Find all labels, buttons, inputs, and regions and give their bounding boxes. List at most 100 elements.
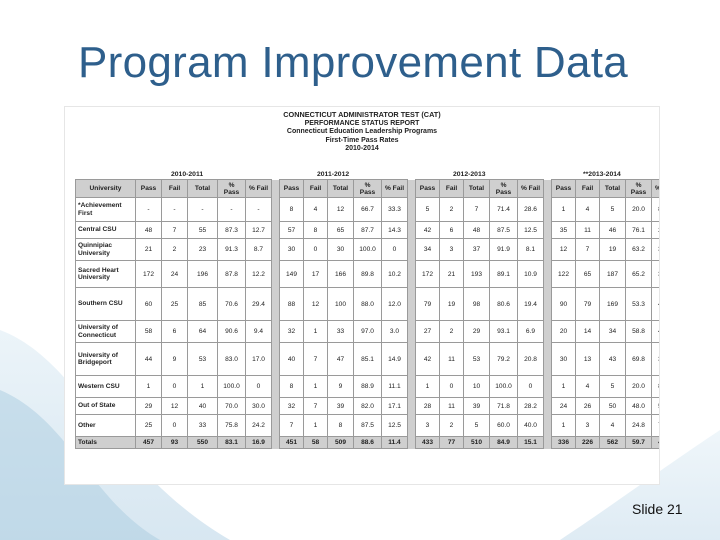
value-cell: 12 — [161, 397, 188, 415]
value-cell: 11 — [575, 221, 600, 239]
value-cell: 36.8 — [651, 238, 659, 261]
value-cell: 12 — [303, 287, 328, 321]
value-cell: 59.7 — [625, 436, 652, 449]
value-cell: 87.8 — [217, 260, 246, 288]
value-cell: 88.9 — [353, 375, 382, 398]
value-cell: 2 — [439, 320, 464, 343]
value-cell: 46.7 — [651, 287, 659, 321]
value-cell: 9 — [327, 375, 354, 398]
value-cell: 15.1 — [517, 436, 544, 449]
value-cell: 12.7 — [245, 221, 272, 239]
value-cell: 9 — [161, 342, 188, 376]
year-separator — [407, 238, 416, 261]
value-cell: 89.1 — [489, 260, 518, 288]
year-separator — [407, 197, 416, 222]
value-cell: 0 — [161, 414, 188, 437]
value-cell: 1 — [551, 197, 576, 222]
value-cell: 14 — [575, 320, 600, 343]
value-cell: 2 — [439, 414, 464, 437]
value-cell: 42 — [415, 221, 440, 239]
value-cell: 0 — [161, 375, 188, 398]
column-header: Pass — [279, 179, 304, 198]
year-separator — [407, 179, 416, 198]
value-cell: 510 — [463, 436, 490, 449]
university-cell: Totals — [75, 436, 136, 449]
value-cell: 7 — [463, 197, 490, 222]
value-cell: - — [217, 197, 246, 222]
value-cell: 88 — [279, 287, 304, 321]
year-separator — [407, 436, 416, 449]
value-cell: 88.0 — [353, 287, 382, 321]
table-body: University Pass Fail Total% Pass% Fail Pass F… — [75, 179, 659, 449]
value-cell: 69.8 — [625, 342, 652, 376]
value-cell: 5 — [463, 414, 490, 437]
year-separator — [271, 179, 280, 198]
value-cell: 30 — [279, 238, 304, 261]
university-cell: Western CSU — [75, 375, 136, 398]
value-cell: 28.6 — [517, 197, 544, 222]
value-cell: 30.0 — [245, 397, 272, 415]
value-cell: 5 — [599, 197, 626, 222]
value-cell: 100 — [327, 287, 354, 321]
column-header: Pass — [415, 179, 440, 198]
value-cell: 1 — [187, 375, 218, 398]
value-cell: 451 — [279, 436, 304, 449]
table-row: Other 25 0 33 75.8 24.2 7 1 8 87.5 12.5 3 2 5 60.0 40.0… — [75, 414, 659, 437]
value-cell: - — [161, 197, 188, 222]
column-header: % Fail — [245, 179, 272, 198]
value-cell: - — [135, 197, 162, 222]
value-cell: 79 — [575, 287, 600, 321]
year-separator — [271, 197, 280, 222]
value-cell: 100.0 — [489, 375, 518, 398]
value-cell: 166 — [327, 260, 354, 288]
value-cell: 80.0 — [651, 375, 659, 398]
year-separator — [407, 414, 416, 437]
value-cell: 33 — [187, 414, 218, 437]
value-cell: 53 — [187, 342, 218, 376]
value-cell: 6.9 — [517, 320, 544, 343]
slide-number: Slide 21 — [632, 501, 683, 517]
scanned-report: CONNECTICUT ADMINISTRATOR TEST (CAT) PER… — [64, 106, 660, 485]
value-cell: 79.2 — [489, 342, 518, 376]
column-header: Total — [599, 179, 626, 198]
year-separator — [407, 375, 416, 398]
year-separator — [407, 320, 416, 343]
report-header-line: 2010-2014 — [345, 145, 379, 153]
value-cell: 90.6 — [217, 320, 246, 343]
value-cell: 89.8 — [353, 260, 382, 288]
table-row: Southern CSU 60 25 85 70.6 29.4 88 12 100 88.0 12.… — [75, 287, 659, 321]
year-separator — [271, 375, 280, 398]
column-header: % Fail — [517, 179, 544, 198]
value-cell: 30 — [551, 342, 576, 376]
value-cell: 48 — [463, 221, 490, 239]
year-separator — [543, 320, 552, 343]
value-cell: 19.4 — [517, 287, 544, 321]
value-cell: 24.2 — [245, 414, 272, 437]
value-cell: 14.9 — [381, 342, 408, 376]
value-cell: 14.3 — [381, 221, 408, 239]
value-cell: 24 — [551, 397, 576, 415]
table-row: Western CSU 1 0 1 100.0 0 8 1 9 88.9 11.1 1 0 10 100.0… — [75, 375, 659, 398]
value-cell: 44 — [135, 342, 162, 376]
table-row: University of Connecticut 58 6 64 90.6 9.4 32 1… — [75, 320, 659, 343]
value-cell: 98 — [463, 287, 490, 321]
value-cell: 34.8 — [651, 260, 659, 288]
table-row: Out of State 29 12 40 70.0 30.0 32 7 39 82.0 17.1 2… — [75, 397, 659, 415]
value-cell: 457 — [135, 436, 162, 449]
value-cell: 75.0 — [651, 414, 659, 437]
table-row: Central CSU 48 7 55 87.3 12.7 57 8 65 87.7 14.3 42 6… — [75, 221, 659, 239]
value-cell: 7 — [279, 414, 304, 437]
value-cell: 336 — [551, 436, 576, 449]
value-cell: 70.0 — [217, 397, 246, 415]
value-cell: 25 — [135, 414, 162, 437]
value-cell: 17.0 — [245, 342, 272, 376]
year-label: **2013-2014 — [583, 171, 621, 178]
column-header: % Pass — [217, 179, 246, 198]
value-cell: 20 — [551, 320, 576, 343]
value-cell: 93 — [161, 436, 188, 449]
value-cell: 3.0 — [381, 320, 408, 343]
year-separator — [543, 260, 552, 288]
year-separator — [407, 260, 416, 288]
report-header-line: CONNECTICUT ADMINISTRATOR TEST (CAT) — [283, 110, 441, 119]
value-cell: 0 — [245, 375, 272, 398]
